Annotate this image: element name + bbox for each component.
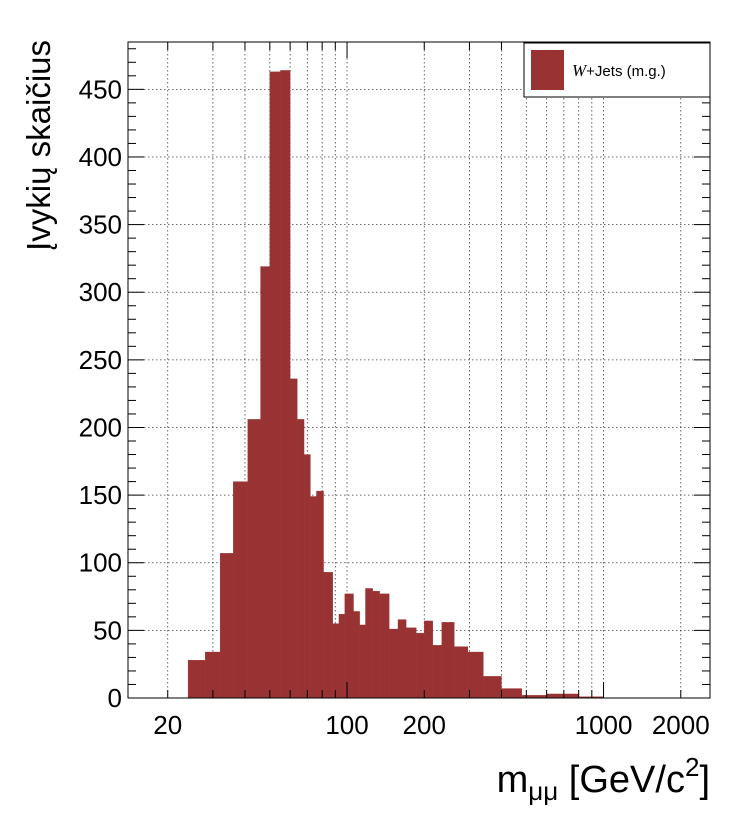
histogram-bar <box>405 627 417 699</box>
histogram-bar <box>260 266 270 699</box>
histogram-bar <box>187 659 206 699</box>
x-tick-labels: 20 100 200 1000 2000 <box>153 710 709 740</box>
y-tick-label: 250 <box>79 345 122 375</box>
x-axis-title: mμμ [GeV/c2] <box>497 752 710 806</box>
x-tick-label: 200 <box>403 710 446 740</box>
y-tick-label: 450 <box>79 74 122 104</box>
histogram-bar <box>546 693 564 699</box>
y-axis-title: Įvykių skaičius <box>20 40 57 251</box>
histogram-bar <box>563 693 579 699</box>
histogram-bar <box>467 651 484 699</box>
histogram-bar <box>297 419 305 699</box>
y-tick-label: 200 <box>79 412 122 442</box>
y-tick-label: 0 <box>108 683 122 713</box>
histogram-bar <box>397 619 407 699</box>
plot-frame <box>127 41 711 699</box>
y-tick-labels: 0 50 100 150 200 250 300 350 400 450 <box>79 74 122 713</box>
histogram-bar <box>416 632 425 699</box>
y-tick-label: 50 <box>93 615 122 645</box>
histogram-bar <box>372 590 380 699</box>
x-tick-label: 2000 <box>652 710 710 740</box>
histogram-bar <box>316 490 324 699</box>
histogram-bar <box>424 620 433 699</box>
histogram-bar <box>365 588 373 699</box>
histogram-bar <box>344 593 354 699</box>
y-tick-label: 400 <box>79 142 122 172</box>
y-tick-label: 150 <box>79 480 122 510</box>
histogram-bar <box>310 496 317 699</box>
histogram-bar <box>219 553 234 699</box>
histogram-bar <box>332 623 340 699</box>
x-tick-label: 1000 <box>575 710 633 740</box>
x-tick-label: 100 <box>325 710 368 740</box>
histogram-bar <box>359 624 366 699</box>
histogram-bar <box>247 419 261 699</box>
y-tick-label: 300 <box>79 277 122 307</box>
histogram-bar <box>454 646 469 699</box>
histogram-bar <box>269 71 281 699</box>
histogram-bar <box>389 628 399 699</box>
histogram-bar <box>379 593 390 699</box>
y-tick-label: 350 <box>79 210 122 240</box>
legend-label: W+Jets (m.g.) <box>572 61 666 80</box>
x-tick-label: 20 <box>153 710 182 740</box>
axis-ticks <box>128 42 710 699</box>
histogram-bar <box>338 613 345 699</box>
histogram-bar <box>353 611 360 699</box>
histogram-bar <box>483 676 502 699</box>
histogram-bar <box>289 378 298 699</box>
y-tick-label: 100 <box>79 548 122 578</box>
grid-lines <box>128 42 710 698</box>
histogram-bar <box>303 454 311 699</box>
legend: W+Jets (m.g.) <box>523 42 711 98</box>
legend-swatch <box>531 50 564 90</box>
histogram-bar <box>441 622 455 699</box>
histogram-bars <box>187 70 604 699</box>
histogram-bar <box>233 481 248 699</box>
histogram-bar <box>501 688 522 699</box>
histogram-bar <box>280 70 291 699</box>
histogram-bar <box>432 645 442 699</box>
histogram-bar <box>323 572 333 699</box>
